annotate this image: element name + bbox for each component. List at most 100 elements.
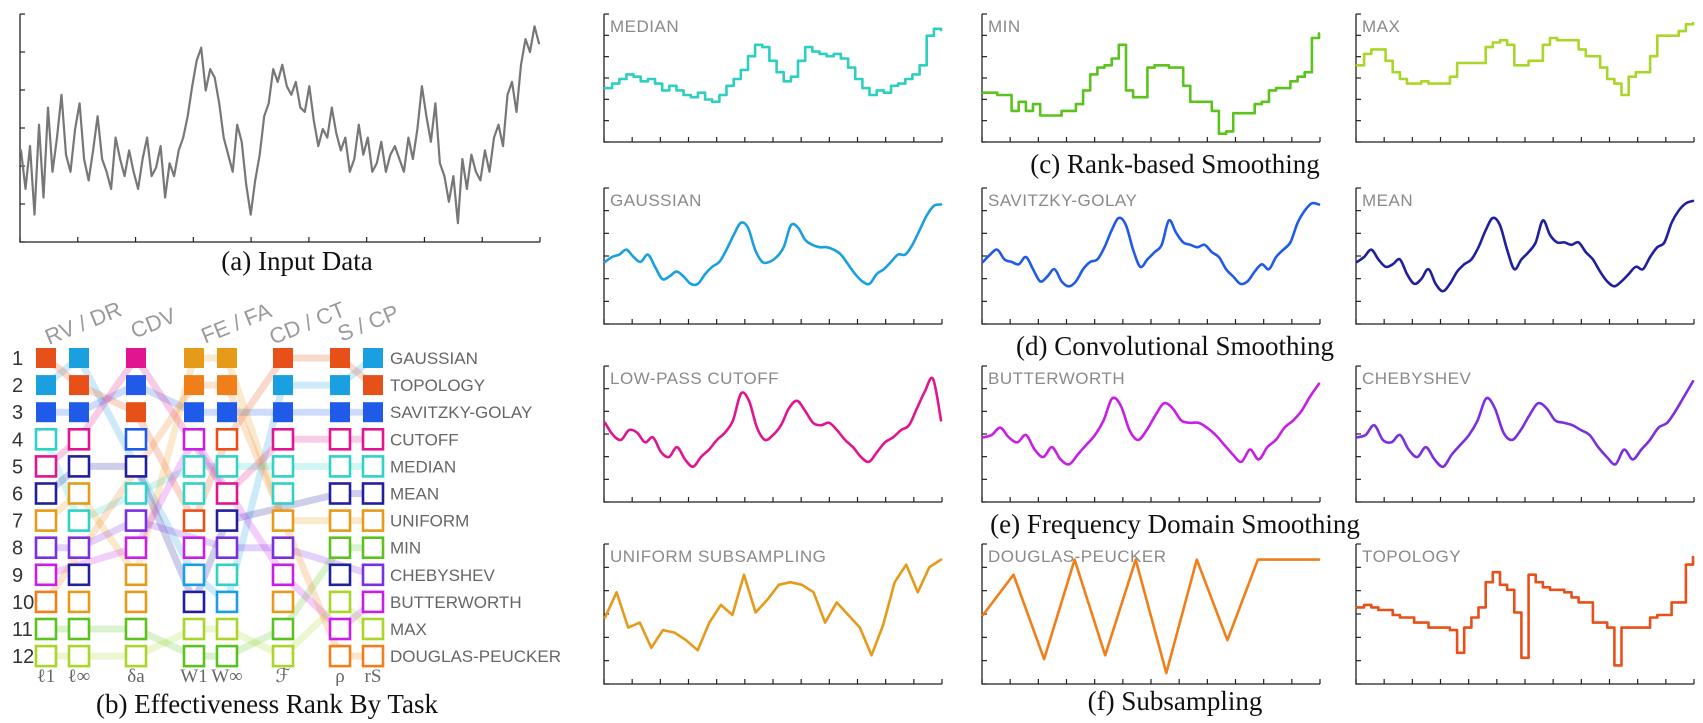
rank-cell (271, 427, 295, 451)
rank-cell (184, 402, 204, 423)
rank-number: 12 (12, 646, 34, 668)
rank-cell (184, 348, 204, 368)
chebyshev-title: CHEBYSHEV (1362, 369, 1472, 388)
rank-cell (124, 617, 148, 641)
min-series-line (981, 32, 1321, 135)
rank-cell (182, 427, 206, 451)
method-label: CHEBYSHEV (390, 566, 496, 585)
savitzky-golay-series-line (981, 201, 1321, 288)
rank-cell (34, 536, 58, 560)
rank-number: 10 (12, 592, 34, 614)
gaussian-title: GAUSSIAN (610, 191, 702, 210)
cutoff-plot: LOW-PASS CUTOFF (603, 365, 943, 503)
max-title: MAX (1362, 17, 1400, 36)
rank-cell (271, 644, 295, 668)
rank-cell (217, 375, 237, 396)
method-label: UNIFORM (390, 512, 469, 531)
rank-cell (328, 455, 352, 478)
rank-cell (330, 402, 350, 423)
savitzky-golay-plot: SAVITZKY-GOLAY (981, 187, 1321, 325)
rank-cell (182, 455, 206, 478)
rank-cell (34, 482, 58, 505)
rank-cell (328, 536, 352, 560)
rank-cell (215, 563, 239, 587)
caption-input-data: (a) Input Data (221, 246, 372, 276)
rank-cell (328, 427, 352, 451)
uniform-plot: UNIFORM SUBSAMPLING (603, 543, 943, 685)
rank-cell (124, 536, 148, 560)
metric-label: W1 (180, 666, 207, 687)
mean-series-line (1355, 199, 1695, 293)
rank-cell (36, 348, 56, 368)
rank-cell (328, 482, 352, 505)
method-label: MIN (390, 539, 421, 558)
rank-cell (182, 536, 206, 560)
caption-rank-based: (c) Rank-based Smoothing (1030, 149, 1319, 179)
metric-label: ℓ∞ (68, 666, 91, 687)
rank-cell (34, 617, 58, 641)
topology-title: TOPOLOGY (1362, 547, 1461, 566)
rank-cell (67, 536, 91, 560)
method-label: CUTOFF (390, 430, 459, 449)
caption-convolutional: (d) Convolutional Smoothing (1016, 331, 1334, 361)
task-header: S / CP (334, 300, 402, 347)
rank-cell (271, 536, 295, 560)
median-plot: MEDIAN (603, 13, 943, 143)
method-label: SAVITZKY-GOLAY (390, 403, 532, 422)
rank-cell (363, 375, 383, 396)
method-label: MAX (390, 620, 427, 639)
rank-cell (182, 617, 206, 641)
rank-cell (271, 509, 295, 532)
rank-cell (34, 644, 58, 668)
rank-cell (361, 427, 385, 451)
min-axes (981, 14, 1320, 143)
rank-cell (124, 455, 148, 478)
rank-cell (271, 482, 295, 505)
median-series-line (603, 27, 943, 104)
topology-plot: TOPOLOGY (1355, 543, 1695, 685)
rank-cell (67, 644, 91, 668)
rank-cell (182, 644, 206, 668)
task-header: FE / FA (197, 298, 275, 349)
butterworth-series-line (981, 382, 1321, 466)
max-series-line (1355, 21, 1695, 97)
rank-cell (69, 402, 89, 423)
caption-subsampling: (f) Subsampling (1088, 686, 1263, 716)
rank-cell (363, 348, 383, 368)
rank-cell (126, 348, 146, 368)
rank-cell (271, 563, 295, 587)
rank-number: 3 (12, 402, 23, 424)
butterworth-title: BUTTERWORTH (988, 369, 1125, 388)
topology-series-line (1355, 555, 1695, 667)
metric-label: ℱ (276, 666, 291, 687)
rank-cell (215, 482, 239, 505)
rank-cell (328, 563, 352, 587)
rank-cell (67, 590, 91, 614)
rank-cell (67, 509, 91, 532)
mean-plot: MEAN (1355, 187, 1695, 325)
min-title: MIN (988, 17, 1021, 36)
input-series-line (19, 25, 541, 225)
chebyshev-series-line (1355, 380, 1695, 469)
savitzky-golay-title: SAVITZKY-GOLAY (988, 191, 1137, 210)
rank-number: 8 (12, 538, 23, 560)
rank-cell (184, 375, 204, 396)
uniform-title: UNIFORM SUBSAMPLING (610, 547, 826, 566)
rank-cell (69, 348, 89, 368)
rank-cell (361, 590, 385, 614)
rank-cell (182, 509, 206, 532)
rank-number: 9 (12, 565, 23, 587)
rank-cell (217, 402, 237, 423)
rank-cell (328, 644, 352, 668)
rank-cell (124, 509, 148, 532)
max-plot: MAX (1355, 13, 1695, 143)
rank-cell (124, 482, 148, 505)
rank-cell (215, 617, 239, 641)
rank-number: 6 (12, 484, 23, 506)
rank-cell (124, 427, 148, 451)
cutoff-title: LOW-PASS CUTOFF (610, 369, 779, 388)
rank-number: 2 (12, 375, 23, 397)
method-label: BUTTERWORTH (390, 593, 522, 612)
